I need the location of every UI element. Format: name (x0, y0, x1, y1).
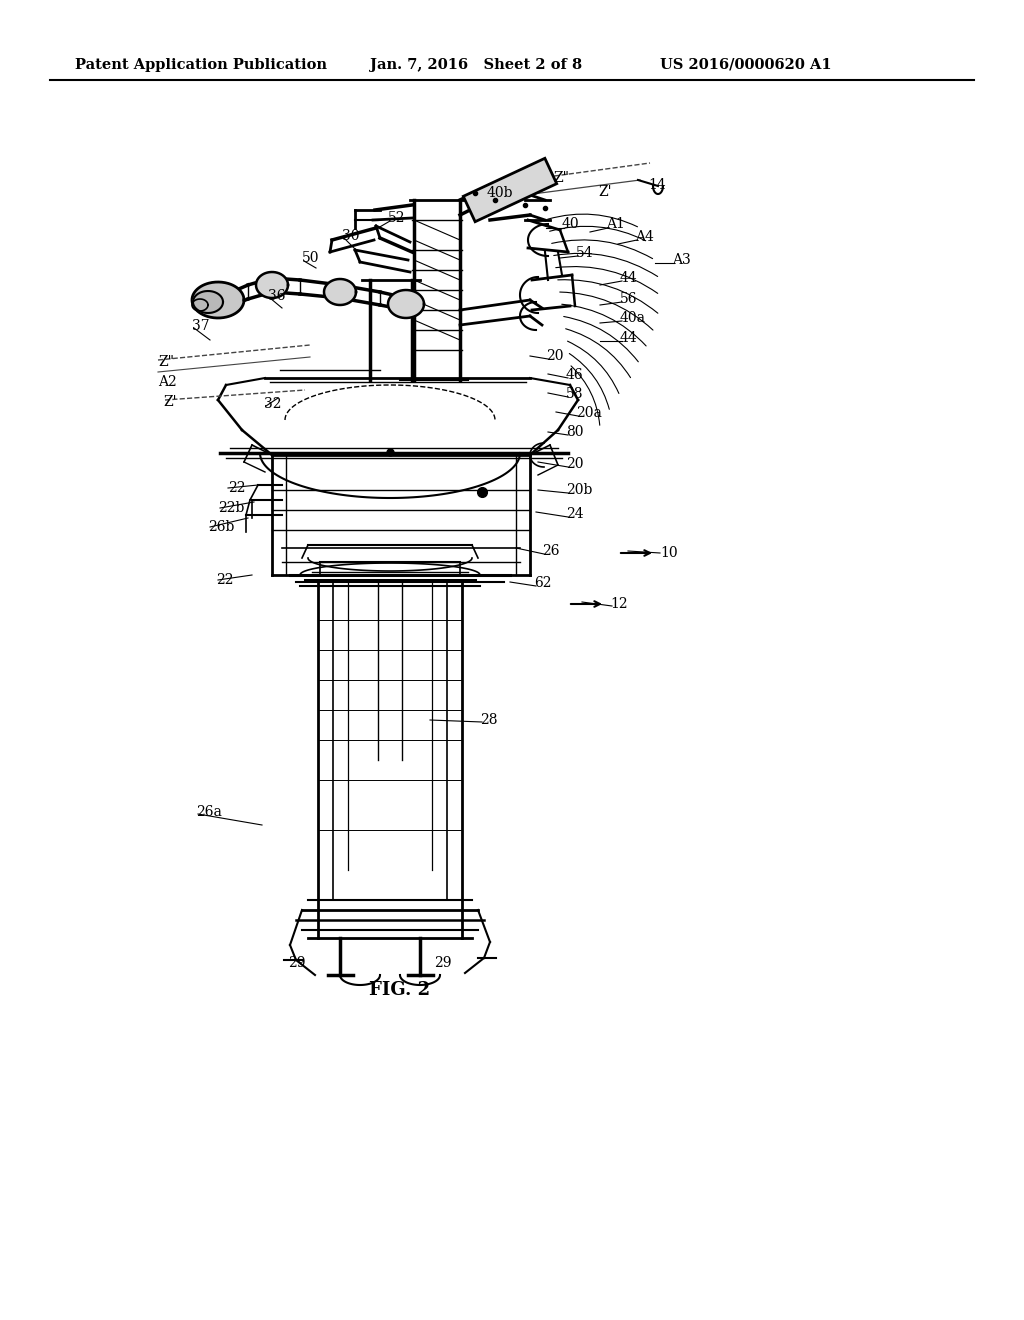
Text: A1: A1 (606, 216, 625, 231)
Text: A2: A2 (158, 375, 177, 389)
Polygon shape (388, 290, 424, 318)
Text: 26a: 26a (196, 805, 222, 818)
Text: Jan. 7, 2016   Sheet 2 of 8: Jan. 7, 2016 Sheet 2 of 8 (370, 58, 582, 73)
Text: 50: 50 (302, 251, 319, 265)
Text: Z': Z' (598, 185, 611, 199)
Text: A4: A4 (635, 230, 654, 244)
Text: FIG. 2: FIG. 2 (370, 981, 430, 999)
Text: 40b: 40b (487, 186, 513, 201)
Polygon shape (193, 282, 244, 318)
Text: 52: 52 (388, 211, 406, 224)
Text: 36: 36 (268, 289, 286, 304)
Polygon shape (463, 158, 557, 222)
Text: 37: 37 (193, 319, 210, 333)
Text: 20a: 20a (575, 407, 602, 420)
Text: 12: 12 (610, 597, 628, 611)
Text: 26: 26 (542, 544, 559, 558)
Text: 20b: 20b (566, 483, 592, 498)
Text: 28: 28 (480, 713, 498, 727)
Text: 46: 46 (566, 368, 584, 381)
Text: 80: 80 (566, 425, 584, 440)
Text: 30: 30 (342, 228, 359, 243)
Text: 24: 24 (566, 507, 584, 521)
Text: 20: 20 (566, 457, 584, 471)
Text: 40: 40 (562, 216, 580, 231)
Polygon shape (193, 290, 223, 313)
Text: 56: 56 (620, 292, 638, 306)
Text: 14: 14 (648, 178, 666, 191)
Text: Z": Z" (553, 172, 569, 185)
Text: 58: 58 (566, 387, 584, 401)
Text: 62: 62 (534, 576, 552, 590)
Text: 22: 22 (228, 480, 246, 495)
Text: A3: A3 (672, 253, 691, 267)
Polygon shape (256, 272, 288, 298)
Text: 32: 32 (264, 397, 282, 411)
Text: 54: 54 (575, 246, 594, 260)
Text: 44: 44 (620, 331, 638, 345)
Text: Z': Z' (163, 395, 176, 409)
Text: 29: 29 (288, 956, 305, 970)
Text: 20: 20 (546, 348, 563, 363)
Text: 29: 29 (434, 956, 452, 970)
Text: 40a: 40a (620, 312, 646, 325)
Text: US 2016/0000620 A1: US 2016/0000620 A1 (660, 58, 831, 73)
Text: 10: 10 (660, 546, 678, 560)
Polygon shape (324, 279, 356, 305)
Text: 22: 22 (216, 573, 233, 587)
Text: 22b: 22b (218, 502, 245, 515)
Text: 26b: 26b (208, 520, 234, 535)
Text: 44: 44 (620, 271, 638, 285)
Text: Z": Z" (158, 355, 174, 370)
Text: Patent Application Publication: Patent Application Publication (75, 58, 327, 73)
